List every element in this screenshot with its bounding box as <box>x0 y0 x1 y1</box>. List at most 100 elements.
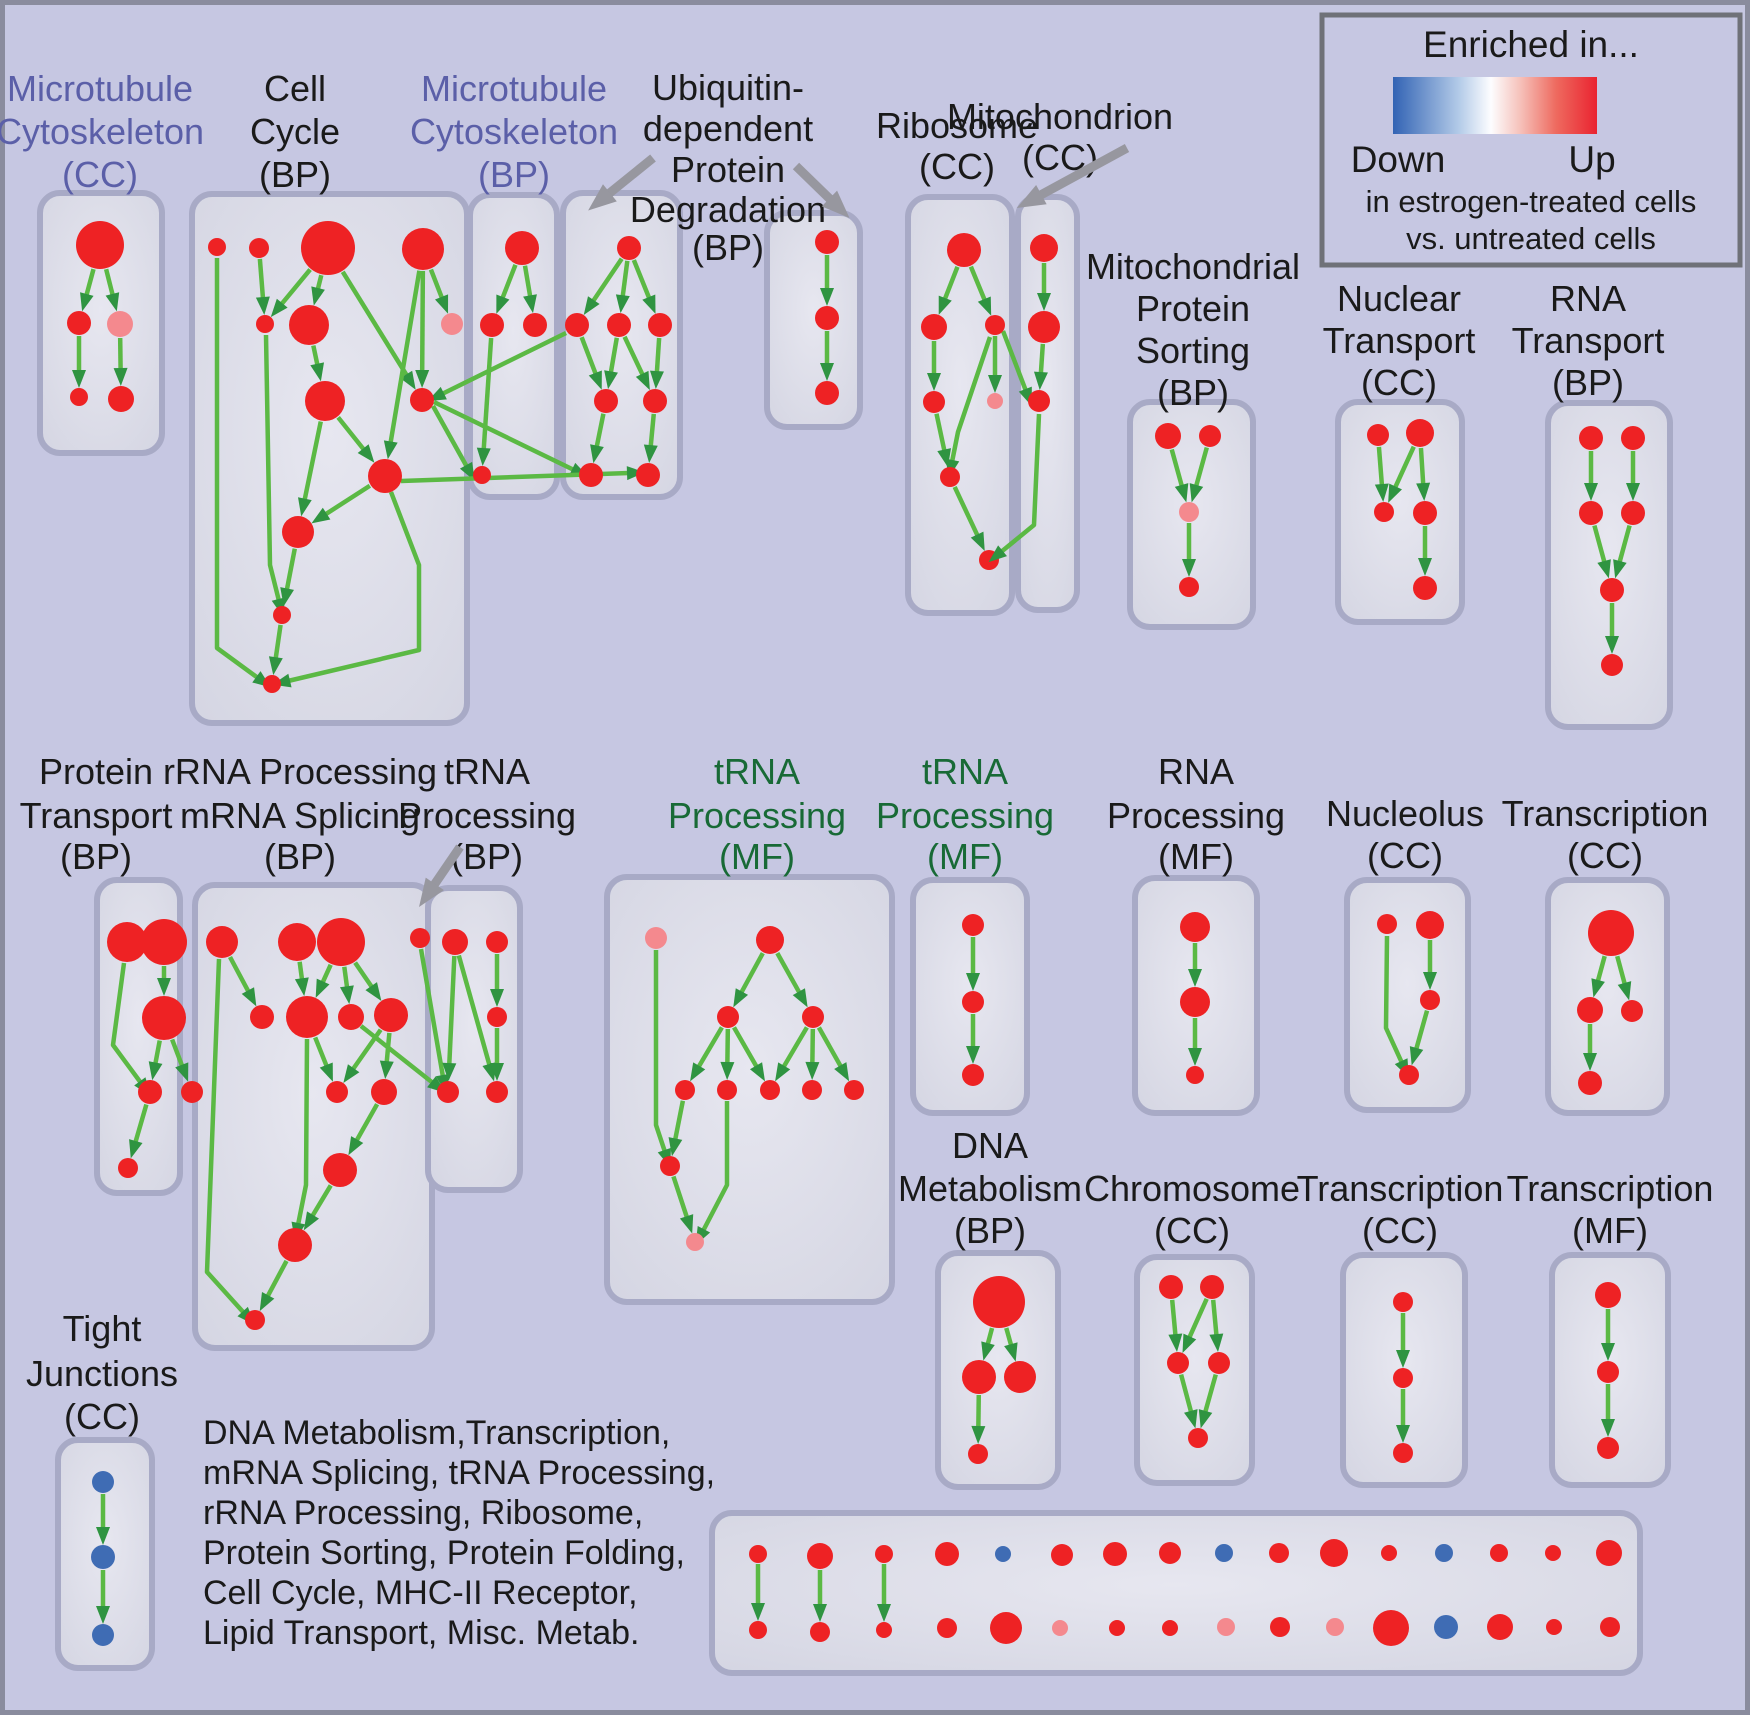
edge <box>732 1026 766 1082</box>
go-term-node <box>1435 1544 1453 1562</box>
go-term-node <box>962 914 984 936</box>
go-term-node <box>802 1080 822 1100</box>
go-term-node <box>1167 1352 1189 1374</box>
edge <box>1169 448 1189 503</box>
legend-gradient-bar <box>1393 77 1597 134</box>
note-line: rRNA Processing, Ribosome, <box>203 1494 643 1532</box>
edge <box>272 491 422 688</box>
cluster-label-trna-processing-mf-2: tRNA Processing (MF) <box>876 751 1054 877</box>
go-term-node <box>282 516 314 548</box>
legend-title: Enriched in... <box>1423 24 1639 65</box>
cluster-label-tight-junctions-cc: Tight Junctions (CC) <box>26 1308 178 1437</box>
go-term-node <box>118 1158 138 1178</box>
go-term-node <box>844 1080 864 1100</box>
go-term-node <box>323 1153 357 1187</box>
go-term-node <box>875 1545 893 1563</box>
edge <box>1592 524 1611 579</box>
edge <box>103 268 120 312</box>
go-term-node <box>108 386 134 412</box>
cluster-label-microtubule-cytoskeleton-cc: Microtubule Cytoskeleton (CC) <box>0 68 204 195</box>
cluster-box-rna-transport-bp <box>1545 400 1673 730</box>
edge <box>359 1024 446 1093</box>
cluster-mitochondrion-cc: Mitochondrion (CC) <box>947 96 1173 563</box>
go-term-node <box>1413 501 1437 525</box>
go-term-node <box>91 1545 115 1569</box>
go-term-node <box>1179 577 1199 597</box>
cluster-ribosome-cc: Ribosome (CC) <box>876 105 1038 570</box>
note-line: mRNA Splicing, tRNA Processing, <box>203 1454 715 1492</box>
go-term-node <box>1545 1545 1561 1561</box>
cluster-nucleolus-cc: Nucleolus (CC) <box>1326 793 1484 1085</box>
go-term-node <box>1596 1540 1622 1566</box>
edge <box>129 1103 149 1159</box>
note-line: Cell Cycle, MHC-II Receptor, <box>203 1574 638 1612</box>
go-term-node <box>142 996 186 1040</box>
go-term-node <box>962 991 984 1013</box>
go-term-node <box>985 315 1005 335</box>
edge <box>649 337 664 390</box>
go-term-node <box>1579 426 1603 450</box>
edge <box>270 268 312 318</box>
go-term-node <box>305 381 345 421</box>
go-term-node <box>338 1004 364 1030</box>
edge <box>952 485 985 551</box>
go-term-node <box>273 606 291 624</box>
cluster-label-microtubule-cytoskeleton-bp: Microtubule Cytoskeleton (BP) <box>410 68 618 195</box>
cluster-mitochondrial-protein-sorting-bp: Mitochondrial Protein Sorting (BP) <box>1086 246 1300 597</box>
edge <box>311 274 325 306</box>
go-term-node <box>402 228 444 270</box>
go-term-node <box>437 1081 459 1103</box>
edge <box>294 961 309 997</box>
edge <box>418 948 450 1093</box>
cluster-rrna-processing-mrna-splicing-bp: rRNA Processing mRNA Splicing (BP) <box>163 751 437 1330</box>
edge <box>427 330 567 402</box>
legend-down-label: Down <box>1351 139 1446 180</box>
cluster-label-rna-transport-bp: RNA Transport (BP) <box>1512 278 1665 403</box>
go-term-node <box>278 1228 312 1262</box>
go-term-node <box>686 1233 704 1251</box>
edge <box>622 335 650 391</box>
cluster-box-trna-processing-bp <box>425 885 523 1193</box>
cluster-microtubule-cytoskeleton-bp: Microtubule Cytoskeleton (BP) <box>410 68 618 484</box>
go-term-node <box>607 313 631 337</box>
go-term-node <box>301 221 355 275</box>
go-term-node <box>579 463 603 487</box>
go-term-node <box>1393 1368 1413 1388</box>
go-term-node <box>1393 1443 1413 1463</box>
cluster-box-ubiquitin-degradation-bp-b <box>764 210 863 430</box>
edge <box>695 1101 730 1246</box>
legend: Enriched in... Down Up in estrogen-treated … <box>1319 12 1743 268</box>
cluster-transcription-cc-mid: Transcription (CC) <box>1502 793 1708 1095</box>
edge <box>522 265 537 314</box>
edge <box>204 958 255 1325</box>
go-term-node <box>141 919 187 965</box>
go-term-node <box>486 1081 508 1103</box>
go-term-node <box>968 1444 988 1464</box>
note-line: Protein Sorting, Protein Folding, <box>203 1534 685 1572</box>
edge <box>631 259 656 314</box>
go-term-node <box>1416 911 1444 939</box>
edge <box>353 961 382 1001</box>
go-term-node <box>1051 1544 1073 1566</box>
go-term-node <box>947 233 981 267</box>
edge <box>945 336 993 478</box>
go-term-node <box>1601 654 1623 676</box>
go-term-node <box>921 314 947 340</box>
go-term-node <box>1162 1620 1178 1636</box>
edge <box>643 413 658 464</box>
go-term-node <box>756 926 784 954</box>
cluster-label-mitochondrion-cc: Mitochondrion (CC) <box>947 96 1173 178</box>
go-term-node <box>1381 1545 1397 1561</box>
edge <box>1189 446 1209 503</box>
go-term-node <box>1186 1066 1204 1084</box>
cluster-cell-cycle-bp: Cell Cycle (BP) <box>208 68 463 693</box>
go-term-node <box>326 1081 348 1103</box>
go-term-node <box>807 1543 833 1569</box>
go-term-node <box>1490 1544 1508 1562</box>
edge <box>148 1040 163 1081</box>
go-term-node <box>1546 1619 1562 1635</box>
cluster-label-transcription-cc-bottom: Transcription (CC) <box>1297 1168 1504 1251</box>
go-term-node <box>1487 1614 1513 1640</box>
cluster-box-nuclear-transport-cc <box>1335 399 1465 625</box>
